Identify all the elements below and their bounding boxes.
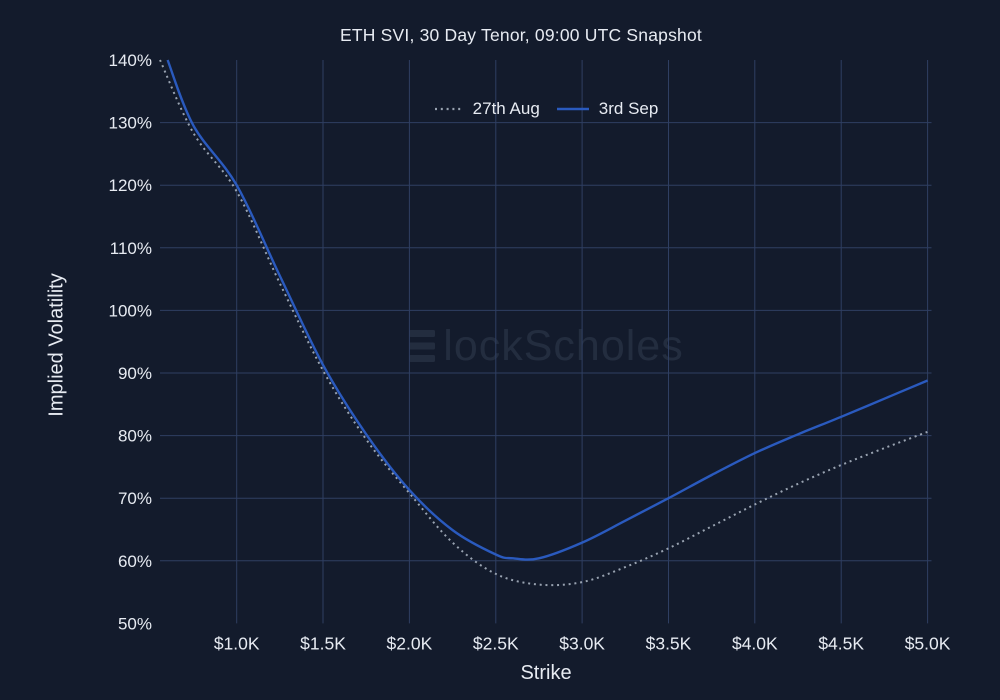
- y-tick-label: 130%: [109, 114, 152, 133]
- x-tick-label: $4.0K: [732, 633, 778, 653]
- y-axis-title: Implied Volatility: [45, 273, 68, 417]
- legend-item-3rd-sep[interactable]: 3rd Sep: [556, 99, 659, 119]
- x-tick-label: $5.0K: [905, 633, 951, 653]
- blockscholes-logo-icon: [408, 328, 438, 364]
- legend: 27th Aug 3rd Sep: [160, 96, 932, 122]
- curve-3rd-sep: [166, 59, 929, 561]
- y-tick-label: 50%: [118, 614, 152, 633]
- x-tick-label: $2.5K: [473, 633, 519, 653]
- x-axis-title: Strike: [520, 662, 572, 684]
- y-tick-label: 60%: [118, 552, 152, 571]
- y-tick-label: 140%: [109, 51, 152, 70]
- x-tick-label: $1.5K: [300, 633, 346, 653]
- chart-title: ETH SVI, 30 Day Tenor, 09:00 UTC Snapsho…: [340, 25, 702, 45]
- y-tick-label: 70%: [118, 489, 152, 508]
- legend-item-27th-aug[interactable]: 27th Aug: [434, 99, 540, 119]
- x-tick-label: $2.0K: [387, 633, 433, 653]
- x-tick-label: $4.5K: [818, 633, 864, 653]
- dotted-line-swatch-icon: [434, 107, 463, 111]
- solid-line-swatch-icon: [556, 107, 589, 111]
- watermark-text: lockScholes: [443, 321, 684, 370]
- y-tick-label: 120%: [109, 176, 152, 195]
- x-tick-label: $3.5K: [646, 633, 692, 653]
- y-tick-label: 100%: [109, 301, 152, 320]
- x-tick-label: $1.0K: [214, 633, 260, 653]
- curve-27th-aug: [159, 59, 928, 587]
- legend-label: 3rd Sep: [598, 99, 659, 118]
- y-tick-label: 110%: [110, 239, 152, 258]
- blockscholes-watermark: lockScholes: [160, 318, 932, 374]
- x-tick-label: $3.0K: [559, 633, 605, 653]
- y-tick-label: 90%: [118, 364, 152, 383]
- legend-label: 27th Aug: [472, 99, 540, 118]
- y-tick-label: 80%: [118, 427, 152, 446]
